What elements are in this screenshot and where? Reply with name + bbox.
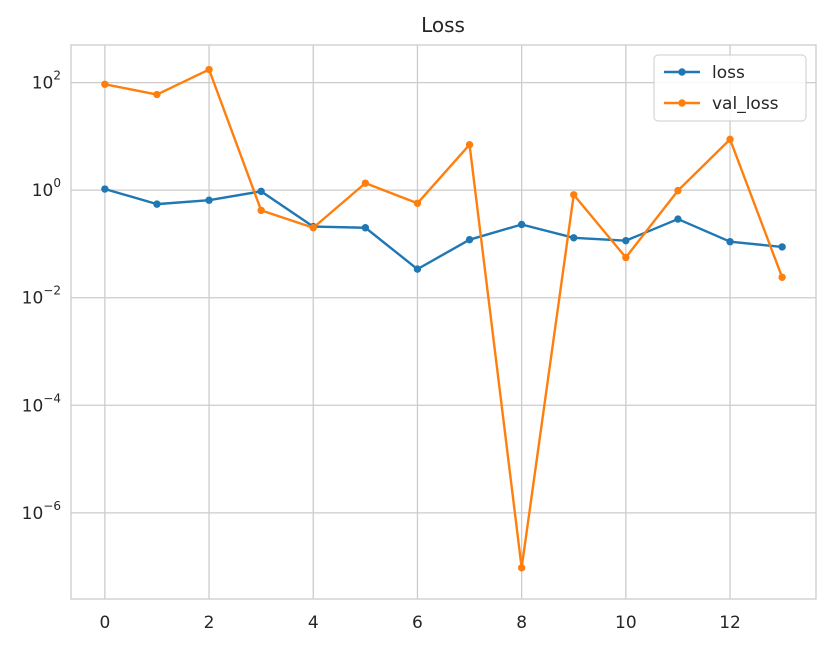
x-tick-label: 6 bbox=[412, 613, 423, 633]
y-tick-label: 100 bbox=[32, 176, 61, 201]
data-point-loss bbox=[101, 185, 109, 193]
data-point-loss bbox=[570, 234, 578, 242]
x-tick-label: 4 bbox=[308, 613, 319, 633]
data-point-loss bbox=[465, 235, 474, 244]
legend-label-loss: loss bbox=[712, 63, 745, 83]
data-point-val-loss bbox=[622, 253, 630, 262]
series-lines bbox=[101, 65, 786, 572]
data-point-val-loss bbox=[413, 199, 422, 207]
x-tick-label: 10 bbox=[615, 613, 637, 633]
data-point-loss bbox=[361, 224, 370, 232]
data-point-val-loss bbox=[778, 273, 786, 281]
data-point-val-loss bbox=[101, 80, 109, 88]
data-point-val-loss bbox=[465, 141, 474, 149]
data-point-loss bbox=[257, 187, 265, 196]
grid-lines bbox=[71, 45, 816, 599]
data-point-loss bbox=[205, 196, 213, 204]
data-point-val-loss bbox=[517, 564, 526, 572]
legend: loss val_loss bbox=[653, 54, 807, 122]
data-point-loss bbox=[413, 265, 422, 273]
y-axis-ticks: 102 100 10−2 10−4 10−6 bbox=[22, 69, 61, 524]
data-point-val-loss bbox=[570, 191, 578, 199]
data-point-loss bbox=[778, 243, 786, 251]
x-tick-label: 0 bbox=[99, 613, 110, 633]
x-axis-ticks: 0 2 4 6 8 10 12 bbox=[99, 613, 740, 633]
y-tick-label: 10−2 bbox=[22, 284, 61, 309]
data-point-loss bbox=[726, 238, 734, 246]
data-point-loss bbox=[517, 220, 526, 229]
x-tick-label: 8 bbox=[516, 613, 527, 633]
data-point-val-loss bbox=[726, 135, 734, 144]
chart-title: Loss bbox=[421, 13, 465, 37]
data-point-val-loss bbox=[257, 206, 265, 215]
data-point-val-loss bbox=[205, 65, 213, 74]
x-tick-label: 12 bbox=[719, 613, 741, 633]
legend-label-val-loss: val_loss bbox=[712, 94, 779, 114]
series-line-loss bbox=[103, 187, 784, 271]
data-point-loss bbox=[674, 215, 682, 223]
y-tick-label: 102 bbox=[32, 69, 61, 94]
data-point-val-loss bbox=[674, 186, 682, 195]
data-point-val-loss bbox=[309, 224, 317, 232]
plot-area-frame bbox=[70, 44, 817, 600]
data-point-loss bbox=[153, 200, 161, 208]
series-line-val-loss bbox=[103, 68, 784, 570]
y-tick-label: 10−6 bbox=[22, 499, 61, 524]
x-tick-label: 2 bbox=[204, 613, 215, 633]
data-point-val-loss bbox=[153, 90, 161, 99]
data-point-loss bbox=[622, 236, 630, 245]
y-tick-label: 10−4 bbox=[22, 391, 61, 416]
data-point-val-loss bbox=[361, 179, 370, 187]
legend-marker-loss bbox=[678, 68, 686, 76]
legend-marker-val-loss bbox=[678, 99, 686, 107]
